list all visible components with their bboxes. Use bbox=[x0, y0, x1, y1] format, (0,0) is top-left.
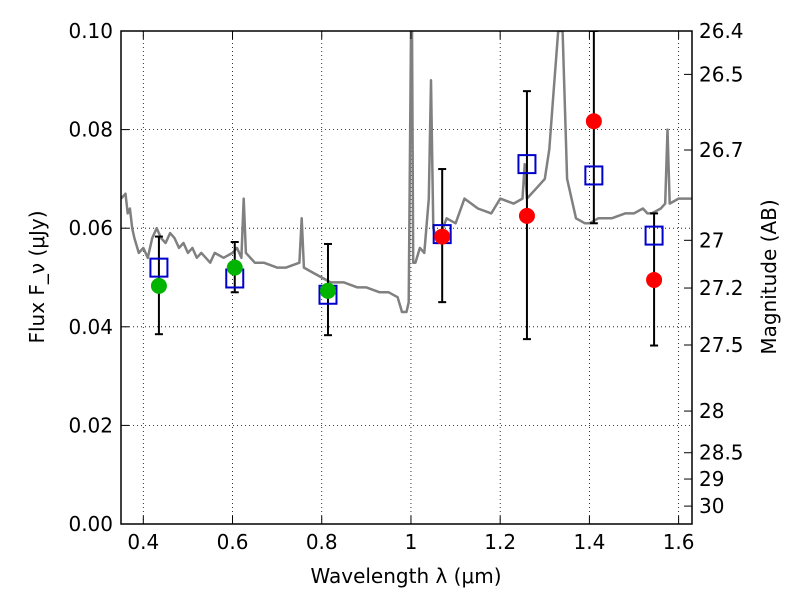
y2-tick-label: 29 bbox=[699, 467, 724, 491]
x-tick-label: 0.8 bbox=[306, 530, 338, 554]
y2-tick-label: 27.5 bbox=[699, 333, 744, 357]
y-axis-title: Flux F_ν (μJy) bbox=[25, 210, 49, 343]
x-axis-label: Wavelength λ (μm) bbox=[310, 564, 501, 588]
x-axis-title: Wavelength λ (μm) bbox=[310, 564, 501, 588]
y2-tick-label: 26.7 bbox=[699, 138, 744, 162]
y-tick-label: 0.04 bbox=[68, 315, 113, 339]
x-tick-label: 0.4 bbox=[127, 530, 159, 554]
y-tick-label: 0.02 bbox=[68, 413, 113, 437]
y2-tick-label: 30 bbox=[699, 494, 724, 518]
x-tick-label: 1.6 bbox=[663, 530, 695, 554]
green-data-point bbox=[226, 259, 243, 276]
y2-tick-label: 27.2 bbox=[699, 276, 744, 300]
y-tick-label: 0.08 bbox=[68, 118, 113, 142]
red-data-point bbox=[434, 228, 451, 245]
model-square-marker bbox=[584, 165, 604, 186]
x-tick-label: 1 bbox=[405, 530, 418, 554]
y2-axis-title: Magnitude (AB) bbox=[757, 199, 781, 354]
x-tick-label: 1.2 bbox=[484, 530, 516, 554]
y-tick-label: 0.06 bbox=[68, 216, 113, 240]
axis-ticks: 0.4 0.6 0.8 1 1.2 1.4 1.6 0.00 0.02 0.04 0.06 0.08 0… bbox=[68, 19, 743, 554]
y-axis-label: Flux F_ν (μJy) bbox=[25, 210, 49, 343]
x-tick-label: 1.4 bbox=[573, 530, 605, 554]
y2-tick-label: 26.4 bbox=[699, 19, 744, 43]
model-square-marker bbox=[149, 257, 169, 278]
y2-tick-label: 26.5 bbox=[699, 62, 744, 86]
y2-tick-label: 28.5 bbox=[699, 441, 744, 465]
red-data-point bbox=[646, 271, 663, 288]
y-tick-label: 0.00 bbox=[68, 512, 113, 536]
template-spectrum-line bbox=[121, 31, 692, 314]
green-data-point bbox=[150, 277, 167, 294]
model-square-marker bbox=[644, 225, 664, 246]
x-tick-label: 0.6 bbox=[217, 530, 249, 554]
y2-axis-label: Magnitude (AB) bbox=[757, 199, 781, 354]
red-data-point bbox=[585, 113, 602, 130]
plot-area bbox=[121, 31, 692, 347]
y2-tick-label: 27 bbox=[699, 228, 724, 252]
model-square-marker bbox=[517, 154, 537, 175]
red-data-point bbox=[518, 207, 535, 224]
y-tick-label: 0.10 bbox=[68, 19, 113, 43]
plot-frame bbox=[120, 30, 693, 525]
green-data-point bbox=[319, 282, 336, 299]
grid-lines bbox=[121, 30, 692, 525]
y2-tick-label: 28 bbox=[699, 399, 724, 423]
